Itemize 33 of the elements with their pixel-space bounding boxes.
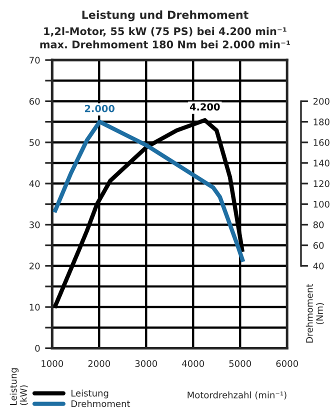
chart-title: Leistung und Drehmoment <box>82 10 248 22</box>
y-axis-title: Leistung (kW) <box>10 368 28 406</box>
legend-label: Drehmoment <box>72 400 130 408</box>
y-tick-label: 20 <box>30 262 40 270</box>
y2-tick-label: 80 <box>313 221 324 228</box>
x-axis-title: Motordrehzahl (min⁻¹) <box>188 391 286 400</box>
y-tick-label: 30 <box>30 221 40 228</box>
line-series <box>52 120 246 264</box>
x-tick-label: 2000 <box>88 360 110 367</box>
x-tick-label: 4000 <box>182 360 204 367</box>
y-tick-label: 60 <box>29 98 40 105</box>
y2-tick-label: 120 <box>314 180 330 188</box>
y-tick-label: 70 <box>30 56 40 64</box>
y-tick-label: 40 <box>29 180 40 188</box>
x-tick-label: 5000 <box>229 360 251 367</box>
x-tick-label: 3000 <box>135 360 158 367</box>
annotation: 2.000 <box>84 104 115 112</box>
y-tick-label: 50 <box>30 139 40 146</box>
x-tick-label: 1000 <box>42 360 64 367</box>
chart-subtitle: 1,2l-Motor, 55 kW (75 PS) bei 4.200 min⁻¹ max. Drehmoment 180 Nm bei 2.000 min⁻¹ <box>40 27 290 48</box>
annotation: 4.200 <box>190 103 220 111</box>
x-tick-label: 6000 <box>276 360 298 367</box>
y-tick-label: 10 <box>30 304 40 311</box>
y2-tick-label: 160 <box>314 139 330 146</box>
y2-axis-title: Drehmoment (Nm) <box>306 284 324 343</box>
y-tick-label: 0 <box>35 344 40 352</box>
y2-tick-label: 100 <box>314 200 330 208</box>
y2-tick-label: 200 <box>313 98 330 105</box>
y2-tick-label: 140 <box>314 160 330 167</box>
legend-label: Leistung <box>72 390 108 398</box>
y2-tick-label: 40 <box>313 262 324 270</box>
y2-tick-label: 180 <box>314 118 330 126</box>
y2-tick-label: 60 <box>313 242 324 249</box>
